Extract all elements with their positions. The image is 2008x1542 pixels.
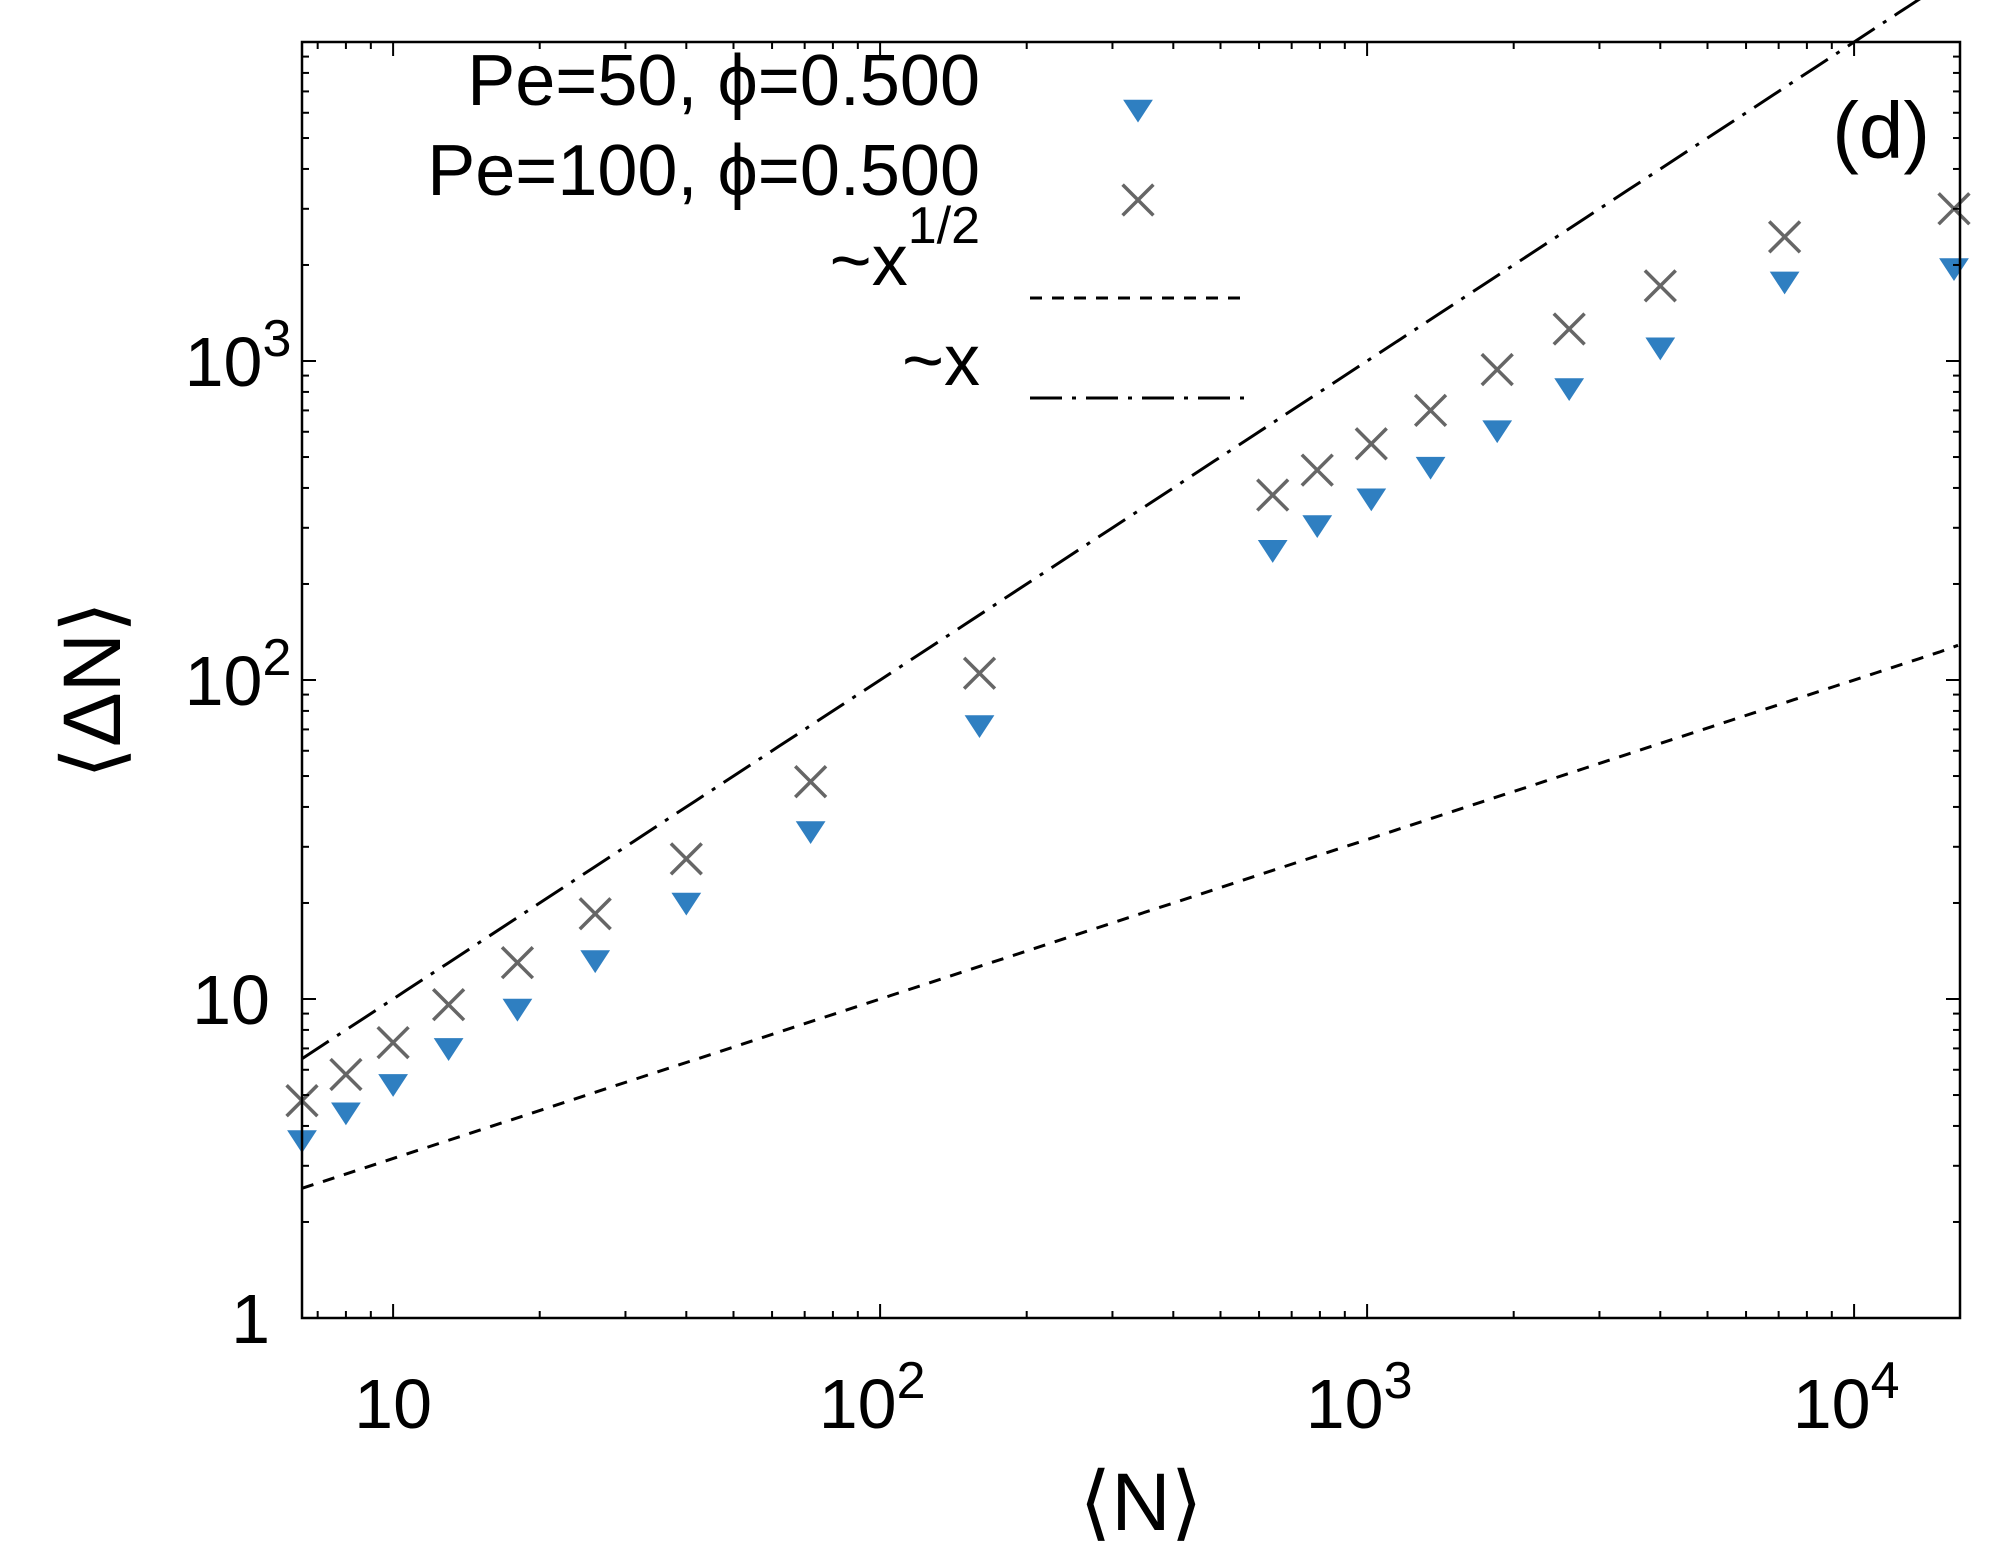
y-tick-label: 102 xyxy=(185,629,292,720)
axis-ticks xyxy=(302,42,1960,1319)
pe50-point xyxy=(671,892,702,916)
pe50-point xyxy=(1257,540,1288,563)
pe100-point xyxy=(578,897,612,931)
pe50-point xyxy=(964,715,995,739)
pe100-point xyxy=(1643,269,1677,303)
tick-labels: 10 102 103 104 1 10 102 103 xyxy=(185,310,1900,1443)
sqrt-reference-line xyxy=(301,643,1959,1190)
pe50-point xyxy=(1415,456,1446,480)
x-tick-label: 103 xyxy=(1306,1352,1413,1443)
pe50-point xyxy=(433,1038,464,1061)
y-tick-label: 103 xyxy=(185,310,292,401)
pe50-point xyxy=(1356,488,1387,512)
pe100-point xyxy=(1480,352,1514,387)
pe100-point xyxy=(1552,312,1586,346)
pe100-point-stroke-b xyxy=(962,656,997,690)
pe100-point xyxy=(500,946,535,980)
pe100-point xyxy=(431,988,466,1022)
pe50-point xyxy=(502,998,533,1022)
data-points xyxy=(285,192,1971,1154)
pe100-point-stroke-b xyxy=(669,842,703,876)
pe50-point xyxy=(1302,515,1333,539)
pe100-point-stroke-b xyxy=(1413,393,1448,428)
x-tick-label: 10 xyxy=(354,1365,432,1443)
legend: Pe=50, ϕ=0.500 Pe=100, ϕ=0.500~x1/2 ~x xyxy=(427,41,1245,401)
panel-label: (d) xyxy=(1832,86,1930,175)
legend-label: ~x xyxy=(902,321,980,401)
y-tick-label: 1 xyxy=(231,1280,270,1358)
pe50-point xyxy=(1939,258,1969,282)
pe100-point xyxy=(376,1025,410,1060)
pe100-point xyxy=(1354,427,1388,461)
linear-reference-line xyxy=(301,0,1921,1060)
pe100-point xyxy=(1413,393,1448,428)
pe50-point xyxy=(378,1074,408,1097)
legend-label: ~x1/2 xyxy=(830,197,980,301)
pe100-point xyxy=(1300,453,1334,487)
reference-lines xyxy=(301,0,1959,1190)
legend-label: Pe=50, ϕ=0.500 xyxy=(467,41,980,121)
legend-cross-swatch xyxy=(1121,183,1155,217)
pe100-point-stroke-b xyxy=(431,988,466,1022)
pe100-point-stroke-b xyxy=(1354,427,1388,461)
pe50-point xyxy=(1554,378,1585,402)
pe100-point xyxy=(1767,220,1802,254)
x-tick-label: 104 xyxy=(1793,1352,1900,1443)
pe100-point-stroke-b xyxy=(1643,269,1677,303)
y-tick-label: 10 xyxy=(192,961,270,1039)
pe100-point-stroke-b xyxy=(1300,453,1334,487)
pe50-point xyxy=(580,950,611,974)
pe100-point-stroke-b xyxy=(329,1057,363,1092)
legend-cross-swatch-stroke-b xyxy=(1121,183,1155,217)
pe100-point xyxy=(962,656,997,690)
pe100-point-stroke-b xyxy=(578,897,612,931)
pe100-point xyxy=(1256,478,1290,512)
legend-triangle-swatch xyxy=(1123,99,1153,123)
pe100-point xyxy=(329,1057,363,1092)
pe100-point xyxy=(669,842,703,876)
pe100-point-stroke-b xyxy=(1767,220,1802,254)
pe100-point-stroke-b xyxy=(793,765,828,799)
pe50-point xyxy=(1482,420,1513,444)
pe100-point-stroke-b xyxy=(500,946,535,980)
x-tick-label: 102 xyxy=(819,1352,926,1443)
y-axis-label: ⟨ΔN⟩ xyxy=(47,601,138,779)
pe100-point-stroke-b xyxy=(376,1025,410,1060)
pe50-point xyxy=(1645,337,1676,361)
legend-label: Pe=100, ϕ=0.500 xyxy=(427,131,980,211)
x-axis-label: ⟨N⟩ xyxy=(1079,1457,1202,1542)
pe100-point-stroke-b xyxy=(1480,352,1514,387)
pe50-point xyxy=(331,1102,361,1126)
pe100-point-stroke-b xyxy=(1552,312,1586,346)
pe50-point xyxy=(1769,271,1800,295)
pe50-point xyxy=(795,821,826,845)
pe100-point xyxy=(793,765,828,799)
pe100-point-stroke-b xyxy=(1256,478,1290,512)
